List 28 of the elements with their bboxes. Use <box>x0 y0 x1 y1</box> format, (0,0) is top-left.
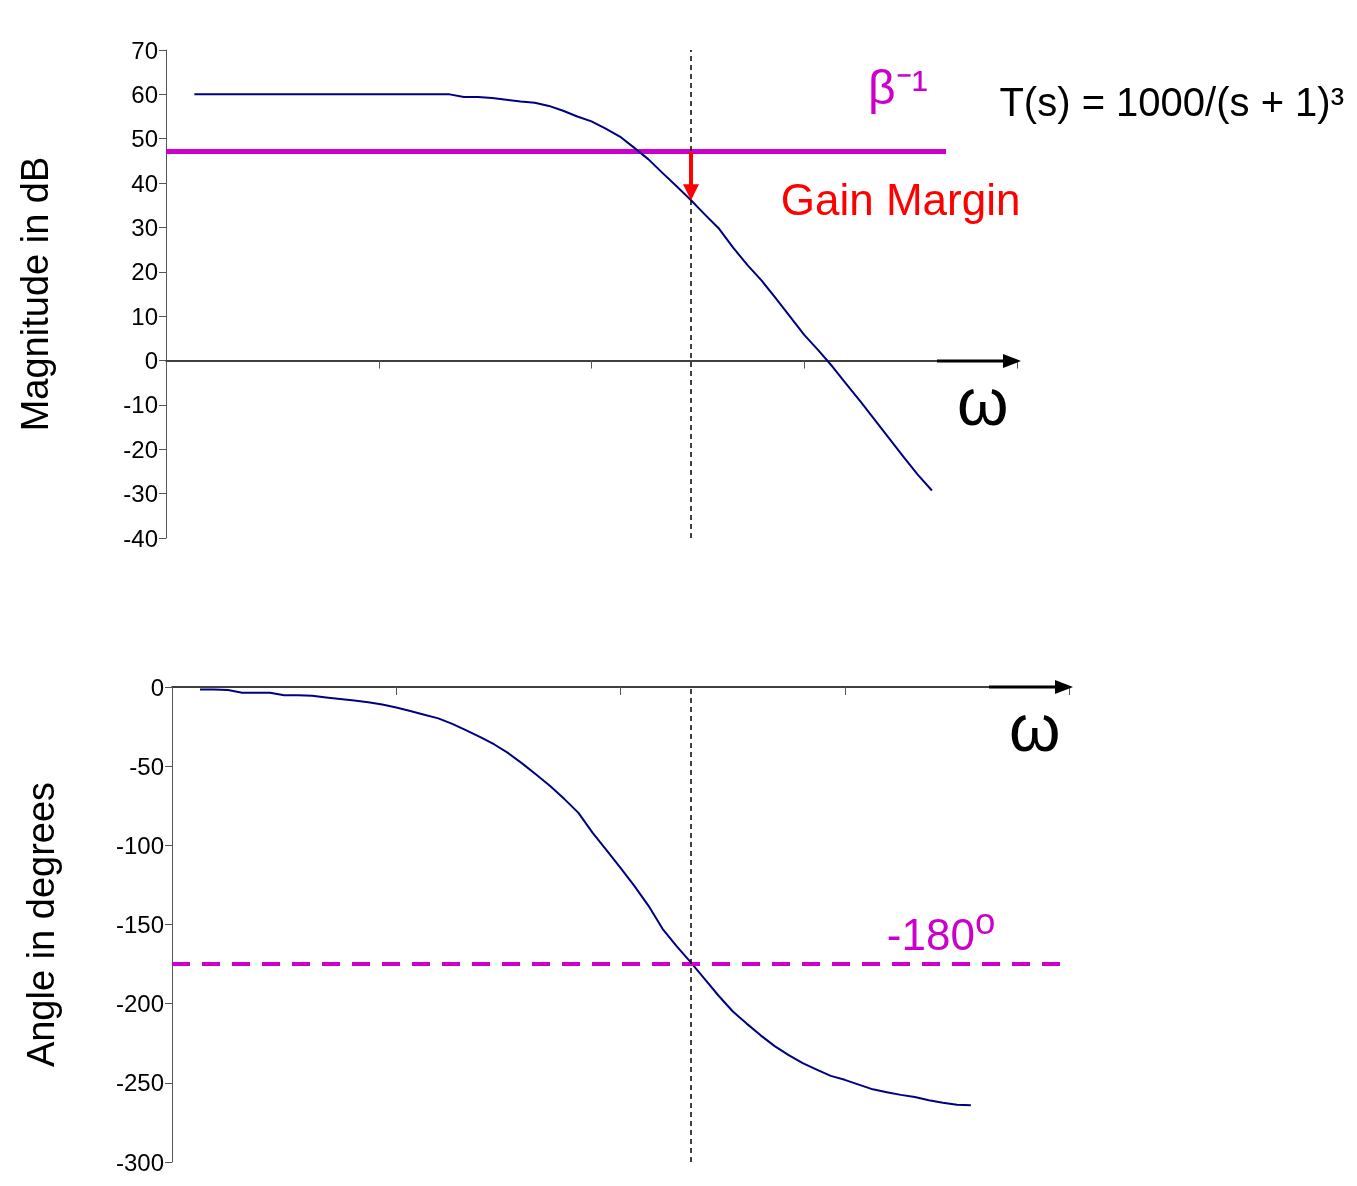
ref-line-label: -180$^{o}$ <box>886 901 996 960</box>
y-tick-label: -50 <box>129 752 164 780</box>
y-tick-label: -30 <box>123 480 158 508</box>
y-tick-label: -40 <box>123 524 158 552</box>
y-tick-label: -150 <box>115 911 164 938</box>
y-tick-label: 10 <box>131 302 158 330</box>
y-tick-label: 50 <box>131 125 158 153</box>
y-tick-label: 20 <box>131 258 158 286</box>
series-label: β⁻¹ <box>868 60 928 115</box>
x-axis-title: ω <box>1009 691 1061 765</box>
y-tick-label: -300 <box>115 1148 164 1176</box>
y-tick-label: -100 <box>115 831 164 859</box>
annotation: Gain Margin <box>780 174 1021 225</box>
y-tick-label: -200 <box>115 990 164 1018</box>
y-tick-label: 60 <box>131 80 158 108</box>
y-tick-label: -10 <box>123 391 158 419</box>
y-tick-label: 30 <box>131 213 158 241</box>
x-axis-title: ω <box>957 364 1009 439</box>
y-axis-title: Angle in degrees <box>20 781 62 1068</box>
y-tick-label: 40 <box>131 169 158 197</box>
y-axis-title: Magnitude in dB <box>14 156 56 432</box>
y-tick-label: 70 <box>131 36 158 64</box>
y-tick-label: -20 <box>123 435 158 463</box>
y-tick-label: 0 <box>150 673 164 701</box>
y-tick-label: 0 <box>144 347 158 375</box>
line-series <box>199 688 972 1107</box>
annotation: T(s) = 1000/(s + 1)³ <box>999 80 1344 124</box>
y-tick-label: -250 <box>115 1069 164 1097</box>
